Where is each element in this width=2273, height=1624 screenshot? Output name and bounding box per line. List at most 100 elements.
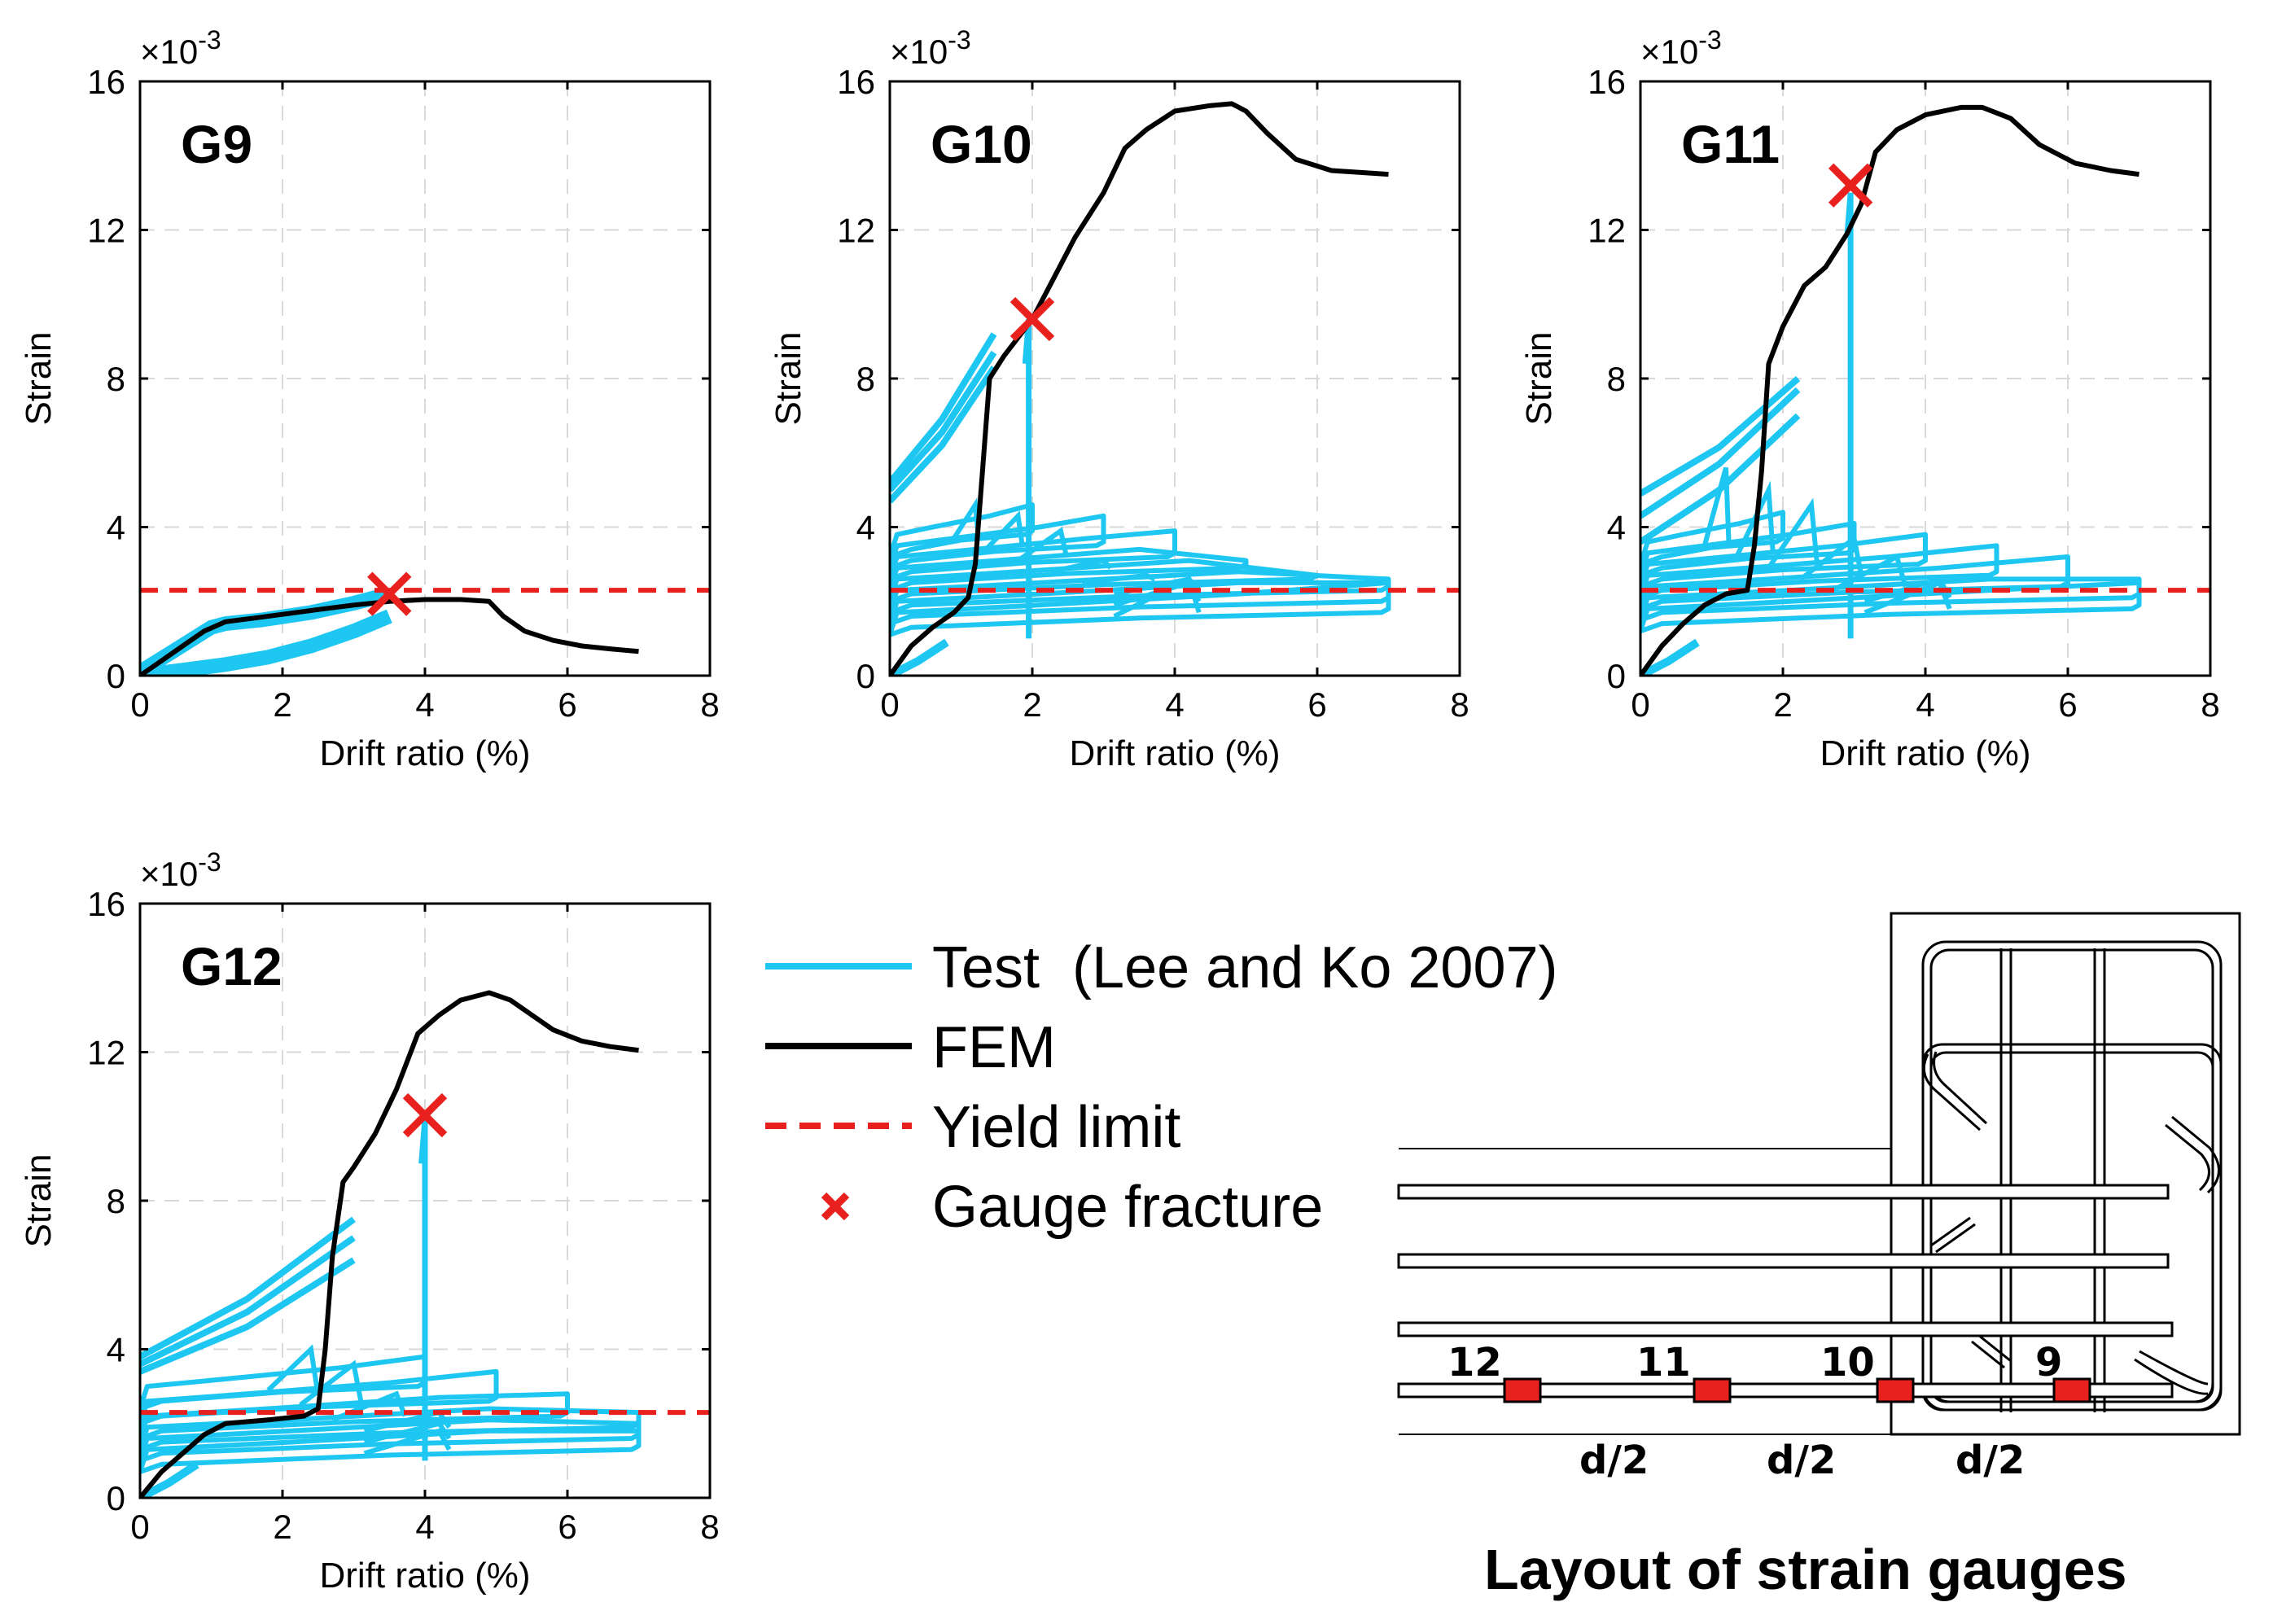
y-tick-label: 16 xyxy=(87,885,125,923)
gauge-10 xyxy=(1876,1377,1915,1403)
test-initial xyxy=(140,1460,199,1498)
gauge-label-11: 11 xyxy=(1636,1340,1691,1385)
panel-g12: 0 2 4 6 8 0 4 8 12 16 ×10-3 Drift ratio (%) Strain G1… xyxy=(19,847,720,1596)
test-loop xyxy=(1640,554,2070,611)
y-tick-label: 0 xyxy=(1607,657,1626,695)
plot-area xyxy=(890,101,1460,676)
x-tick-label: 2 xyxy=(1773,685,1792,724)
x-tick-label: 0 xyxy=(880,685,899,724)
column-stirrups xyxy=(1921,940,2223,1412)
y-axis-label: Strain xyxy=(1519,332,1559,426)
fem-series xyxy=(140,597,639,676)
spacing-label-2: d/2 xyxy=(1767,1438,1836,1483)
x-tick-label: 0 xyxy=(130,685,149,724)
panel-g11: 0 2 4 6 8 0 4 8 12 16 ×10-3 Drift ratio (%) Strain G1… xyxy=(1519,25,2220,773)
x-tick-label: 8 xyxy=(700,685,719,724)
y-axis-multiplier: ×10-3 xyxy=(140,847,221,893)
x-tick-label: 4 xyxy=(1165,685,1184,724)
y-tick-label: 4 xyxy=(107,1331,125,1369)
y-axis-label: Strain xyxy=(769,332,808,426)
test-loop xyxy=(890,558,1320,604)
y-tick-label: 8 xyxy=(107,360,125,398)
panel-title: G12 xyxy=(181,936,282,996)
test-loop-peak xyxy=(266,1344,319,1392)
test-loop-peak xyxy=(1701,466,1732,547)
x-tick-label: 2 xyxy=(273,1508,291,1546)
x-tick-label: 0 xyxy=(130,1508,149,1546)
x-tick-label: 8 xyxy=(700,1508,719,1546)
test-initial xyxy=(890,638,949,676)
y-axis-exponent: -3 xyxy=(1698,25,1721,55)
y-tick-label: 4 xyxy=(1607,509,1626,547)
strain-gauges xyxy=(1503,1377,2091,1403)
y-tick-label: 0 xyxy=(107,657,125,695)
test-envelope xyxy=(890,350,997,492)
x-axis-label: Drift ratio (%) xyxy=(319,733,530,773)
test-loop xyxy=(1640,543,1999,601)
gauge-12 xyxy=(1503,1377,1542,1403)
test-loop xyxy=(890,528,1177,582)
y-axis-label: Strain xyxy=(19,332,59,426)
test-loop xyxy=(890,546,1249,593)
y-axis-multiplier: ×10-3 xyxy=(140,25,221,71)
x-axis-label: Drift ratio (%) xyxy=(1069,733,1280,773)
y-axis-exponent: -3 xyxy=(198,25,221,55)
y-tick-label: 16 xyxy=(837,63,875,101)
x-tick-label: 6 xyxy=(2058,685,2077,724)
fem-series xyxy=(890,101,1389,676)
fem-series xyxy=(140,990,639,1498)
test-loop xyxy=(140,1406,642,1452)
y-tick-label: 12 xyxy=(87,1034,125,1072)
test-loop xyxy=(1640,576,2142,623)
panel-g9: 0 2 4 6 8 0 4 8 12 16 ×10-3 Drift ratio (%) Strain G9 xyxy=(19,25,720,773)
x-tick-label: 4 xyxy=(415,1508,434,1546)
panel-title: G10 xyxy=(931,114,1032,174)
x-tick-label: 2 xyxy=(273,685,291,724)
x-tick-label: 4 xyxy=(1916,685,1934,724)
test-loop xyxy=(1640,510,1785,567)
y-tick-label: 16 xyxy=(1588,63,1626,101)
y-tick-label: 4 xyxy=(856,509,875,547)
gauge-label-9: 9 xyxy=(2035,1340,2062,1385)
y-axis-multiplier: ×10-3 xyxy=(890,25,971,71)
gauge-label-12: 12 xyxy=(1447,1340,1502,1385)
gauge-11 xyxy=(1693,1377,1732,1403)
plot-area xyxy=(1640,104,2210,676)
plot-area xyxy=(140,990,710,1498)
panel-g10: 0 2 4 6 8 0 4 8 12 16 ×10-3 Drift ratio (%) Strain G1… xyxy=(769,25,1469,773)
y-tick-label: 8 xyxy=(1607,360,1626,398)
x-tick-label: 8 xyxy=(2201,685,2219,724)
legend-test-label: Test (Lee and Ko 2007) xyxy=(932,935,1558,1000)
fracture-marker xyxy=(402,1092,448,1138)
column-outline xyxy=(1890,912,2241,1436)
panel-title: G9 xyxy=(181,114,252,174)
y-axis-exponent: -3 xyxy=(948,25,970,55)
y-axis-multiplier: ×10-3 xyxy=(1640,25,1722,71)
strain-gauge-layout-diagram: 12 11 10 9 d/2 d/2 d/2 Layout of strain … xyxy=(1397,912,2241,1601)
test-loop-peak xyxy=(1734,480,1776,558)
test-loop xyxy=(890,502,1035,559)
test-envelope xyxy=(1640,387,1801,519)
x-tick-label: 6 xyxy=(558,1508,576,1546)
test-spike xyxy=(418,1118,428,1461)
y-tick-label: 12 xyxy=(837,212,875,250)
x-tick-label: 0 xyxy=(1631,685,1649,724)
y-tick-label: 0 xyxy=(856,657,875,695)
test-loop-peak xyxy=(1081,572,1156,585)
test-envelope xyxy=(1640,375,1801,497)
test-loop xyxy=(1640,520,1857,578)
test-loop xyxy=(140,1417,642,1464)
beam-rebars xyxy=(1397,1184,2174,1399)
fracture-marker xyxy=(1009,296,1055,342)
test-loop-peak xyxy=(1767,497,1820,570)
test-spike xyxy=(1844,192,1854,639)
test-envelope xyxy=(140,1216,356,1360)
fem-series xyxy=(1640,104,2139,676)
legend-yield-label: Yield limit xyxy=(932,1095,1180,1160)
y-tick-label: 16 xyxy=(87,63,125,101)
legend-fracture-marker xyxy=(821,1192,850,1221)
x-axis-label: Drift ratio (%) xyxy=(319,1556,530,1596)
y-tick-label: 12 xyxy=(87,212,125,250)
layout-title: Layout of strain gauges xyxy=(1484,1538,2127,1601)
legend-fem-label: FEM xyxy=(932,1015,1056,1080)
